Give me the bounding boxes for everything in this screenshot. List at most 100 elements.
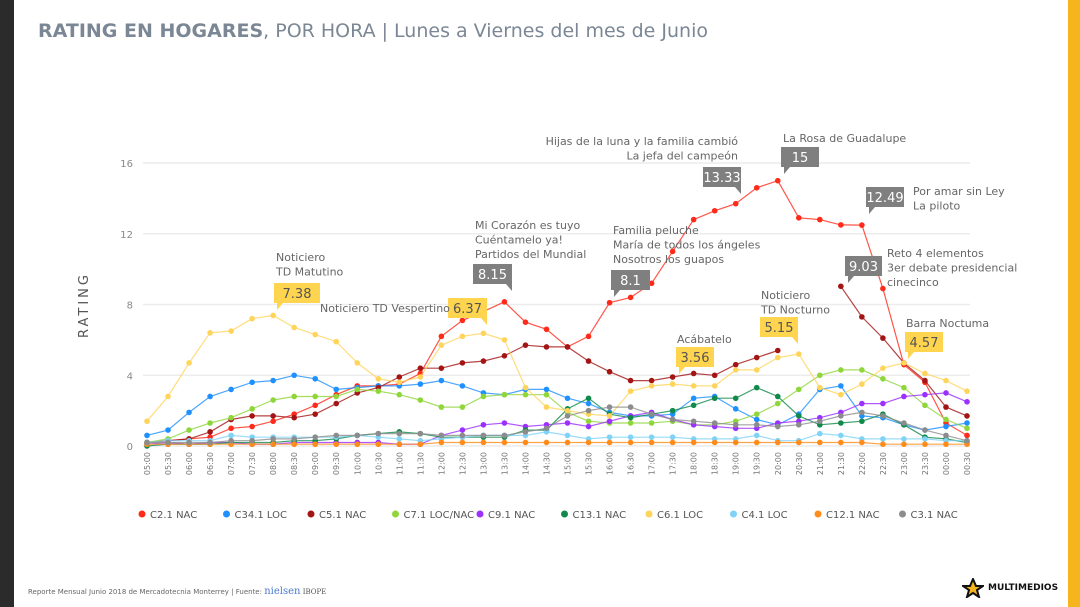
footer-text: Reporte Mensual Junio 2018 de Mercadotec… — [28, 588, 265, 596]
data-point — [606, 434, 613, 440]
x-tick-label: 07:30 — [248, 452, 257, 475]
data-point — [753, 354, 760, 361]
data-point — [690, 216, 697, 223]
annotation-callout: 8.1 Familia peluche María de todos los áng… — [611, 224, 761, 297]
x-tick-label: 07:00 — [227, 452, 236, 475]
data-point — [291, 372, 297, 379]
data-point — [207, 330, 213, 336]
data-point — [228, 386, 234, 393]
data-point — [480, 421, 487, 428]
data-point — [774, 177, 781, 184]
data-point — [669, 434, 676, 440]
data-point — [564, 407, 571, 414]
legend-label: C13.1 NAC — [573, 510, 627, 521]
data-point — [922, 436, 928, 442]
data-point — [543, 386, 550, 393]
callout-value: 4.57 — [910, 336, 939, 351]
annotation-label: Noticiero TD Vespertino — [320, 302, 450, 315]
data-point — [270, 441, 276, 448]
callout-box — [676, 347, 714, 367]
data-point — [774, 393, 781, 400]
data-point — [669, 407, 676, 414]
callout-value: 3.56 — [681, 351, 710, 366]
x-tick-label: 15:30 — [585, 452, 594, 475]
data-point — [922, 370, 928, 377]
data-point — [585, 407, 592, 414]
data-point — [417, 365, 424, 371]
data-point — [585, 423, 592, 430]
annotation-label: Reto 4 elementos — [887, 247, 984, 260]
data-point — [964, 437, 970, 444]
y-tick-label: 8 — [127, 301, 133, 312]
data-point — [459, 439, 466, 446]
data-point — [627, 439, 634, 446]
series-c2-1-nac — [144, 177, 970, 446]
data-point — [880, 365, 886, 371]
data-point — [291, 436, 297, 442]
data-point — [606, 413, 613, 419]
data-point — [690, 439, 697, 446]
series-line — [146, 431, 967, 444]
data-point — [270, 312, 276, 319]
x-tick-label: 18:30 — [711, 452, 720, 475]
data-point — [585, 400, 592, 407]
data-point — [838, 413, 844, 419]
data-point — [480, 393, 487, 400]
data-point — [901, 384, 907, 391]
data-point — [774, 400, 781, 407]
data-point — [606, 439, 613, 446]
data-point — [207, 420, 213, 426]
annotation-callout: 5.15 Noticiero TD Nocturno — [760, 289, 830, 344]
data-point — [753, 411, 760, 417]
data-point — [880, 285, 886, 292]
data-point — [333, 441, 340, 448]
callout-box — [611, 270, 650, 290]
x-tick-label: 19:00 — [732, 452, 741, 475]
data-point — [606, 404, 613, 410]
data-point — [501, 420, 508, 426]
data-point — [333, 400, 340, 407]
x-tick-label: 21:30 — [837, 452, 846, 475]
data-point — [859, 439, 865, 446]
data-point — [396, 391, 403, 398]
callout-value: 13.33 — [703, 171, 740, 186]
data-point — [838, 383, 844, 389]
data-point — [943, 377, 949, 384]
data-point — [312, 402, 319, 409]
legend-marker — [561, 510, 568, 518]
data-point — [459, 383, 466, 389]
data-point — [964, 398, 970, 405]
data-point — [417, 397, 424, 403]
data-point — [732, 406, 739, 412]
legend-label: C34.1 LOC — [235, 510, 288, 521]
series-line — [146, 386, 968, 447]
star-logo-icon — [962, 578, 984, 598]
data-point — [859, 400, 865, 407]
multimedios-logo: MULTIMEDIOS — [962, 578, 1058, 598]
data-point — [753, 421, 760, 428]
data-point — [774, 423, 781, 430]
callout-value: 6.37 — [453, 302, 482, 317]
legend-marker — [476, 510, 484, 518]
data-point — [859, 367, 865, 373]
data-point — [859, 222, 865, 228]
x-tick-label: 15:00 — [564, 452, 573, 475]
data-point — [543, 326, 550, 333]
data-point — [753, 432, 760, 439]
legend-marker — [814, 510, 822, 518]
data-point — [648, 434, 655, 440]
data-point — [417, 430, 424, 437]
data-point — [375, 430, 382, 437]
data-point — [438, 342, 445, 348]
data-point — [249, 406, 255, 412]
data-point — [838, 222, 844, 228]
legend-label: C12.1 NAC — [826, 510, 880, 521]
data-point — [186, 439, 192, 446]
x-tick-label: 05:30 — [164, 452, 173, 475]
data-point — [585, 439, 592, 446]
data-point — [522, 342, 529, 348]
data-point — [501, 337, 508, 343]
data-point — [943, 416, 949, 423]
x-tick-label: 10:30 — [374, 452, 383, 475]
data-point — [417, 381, 424, 387]
